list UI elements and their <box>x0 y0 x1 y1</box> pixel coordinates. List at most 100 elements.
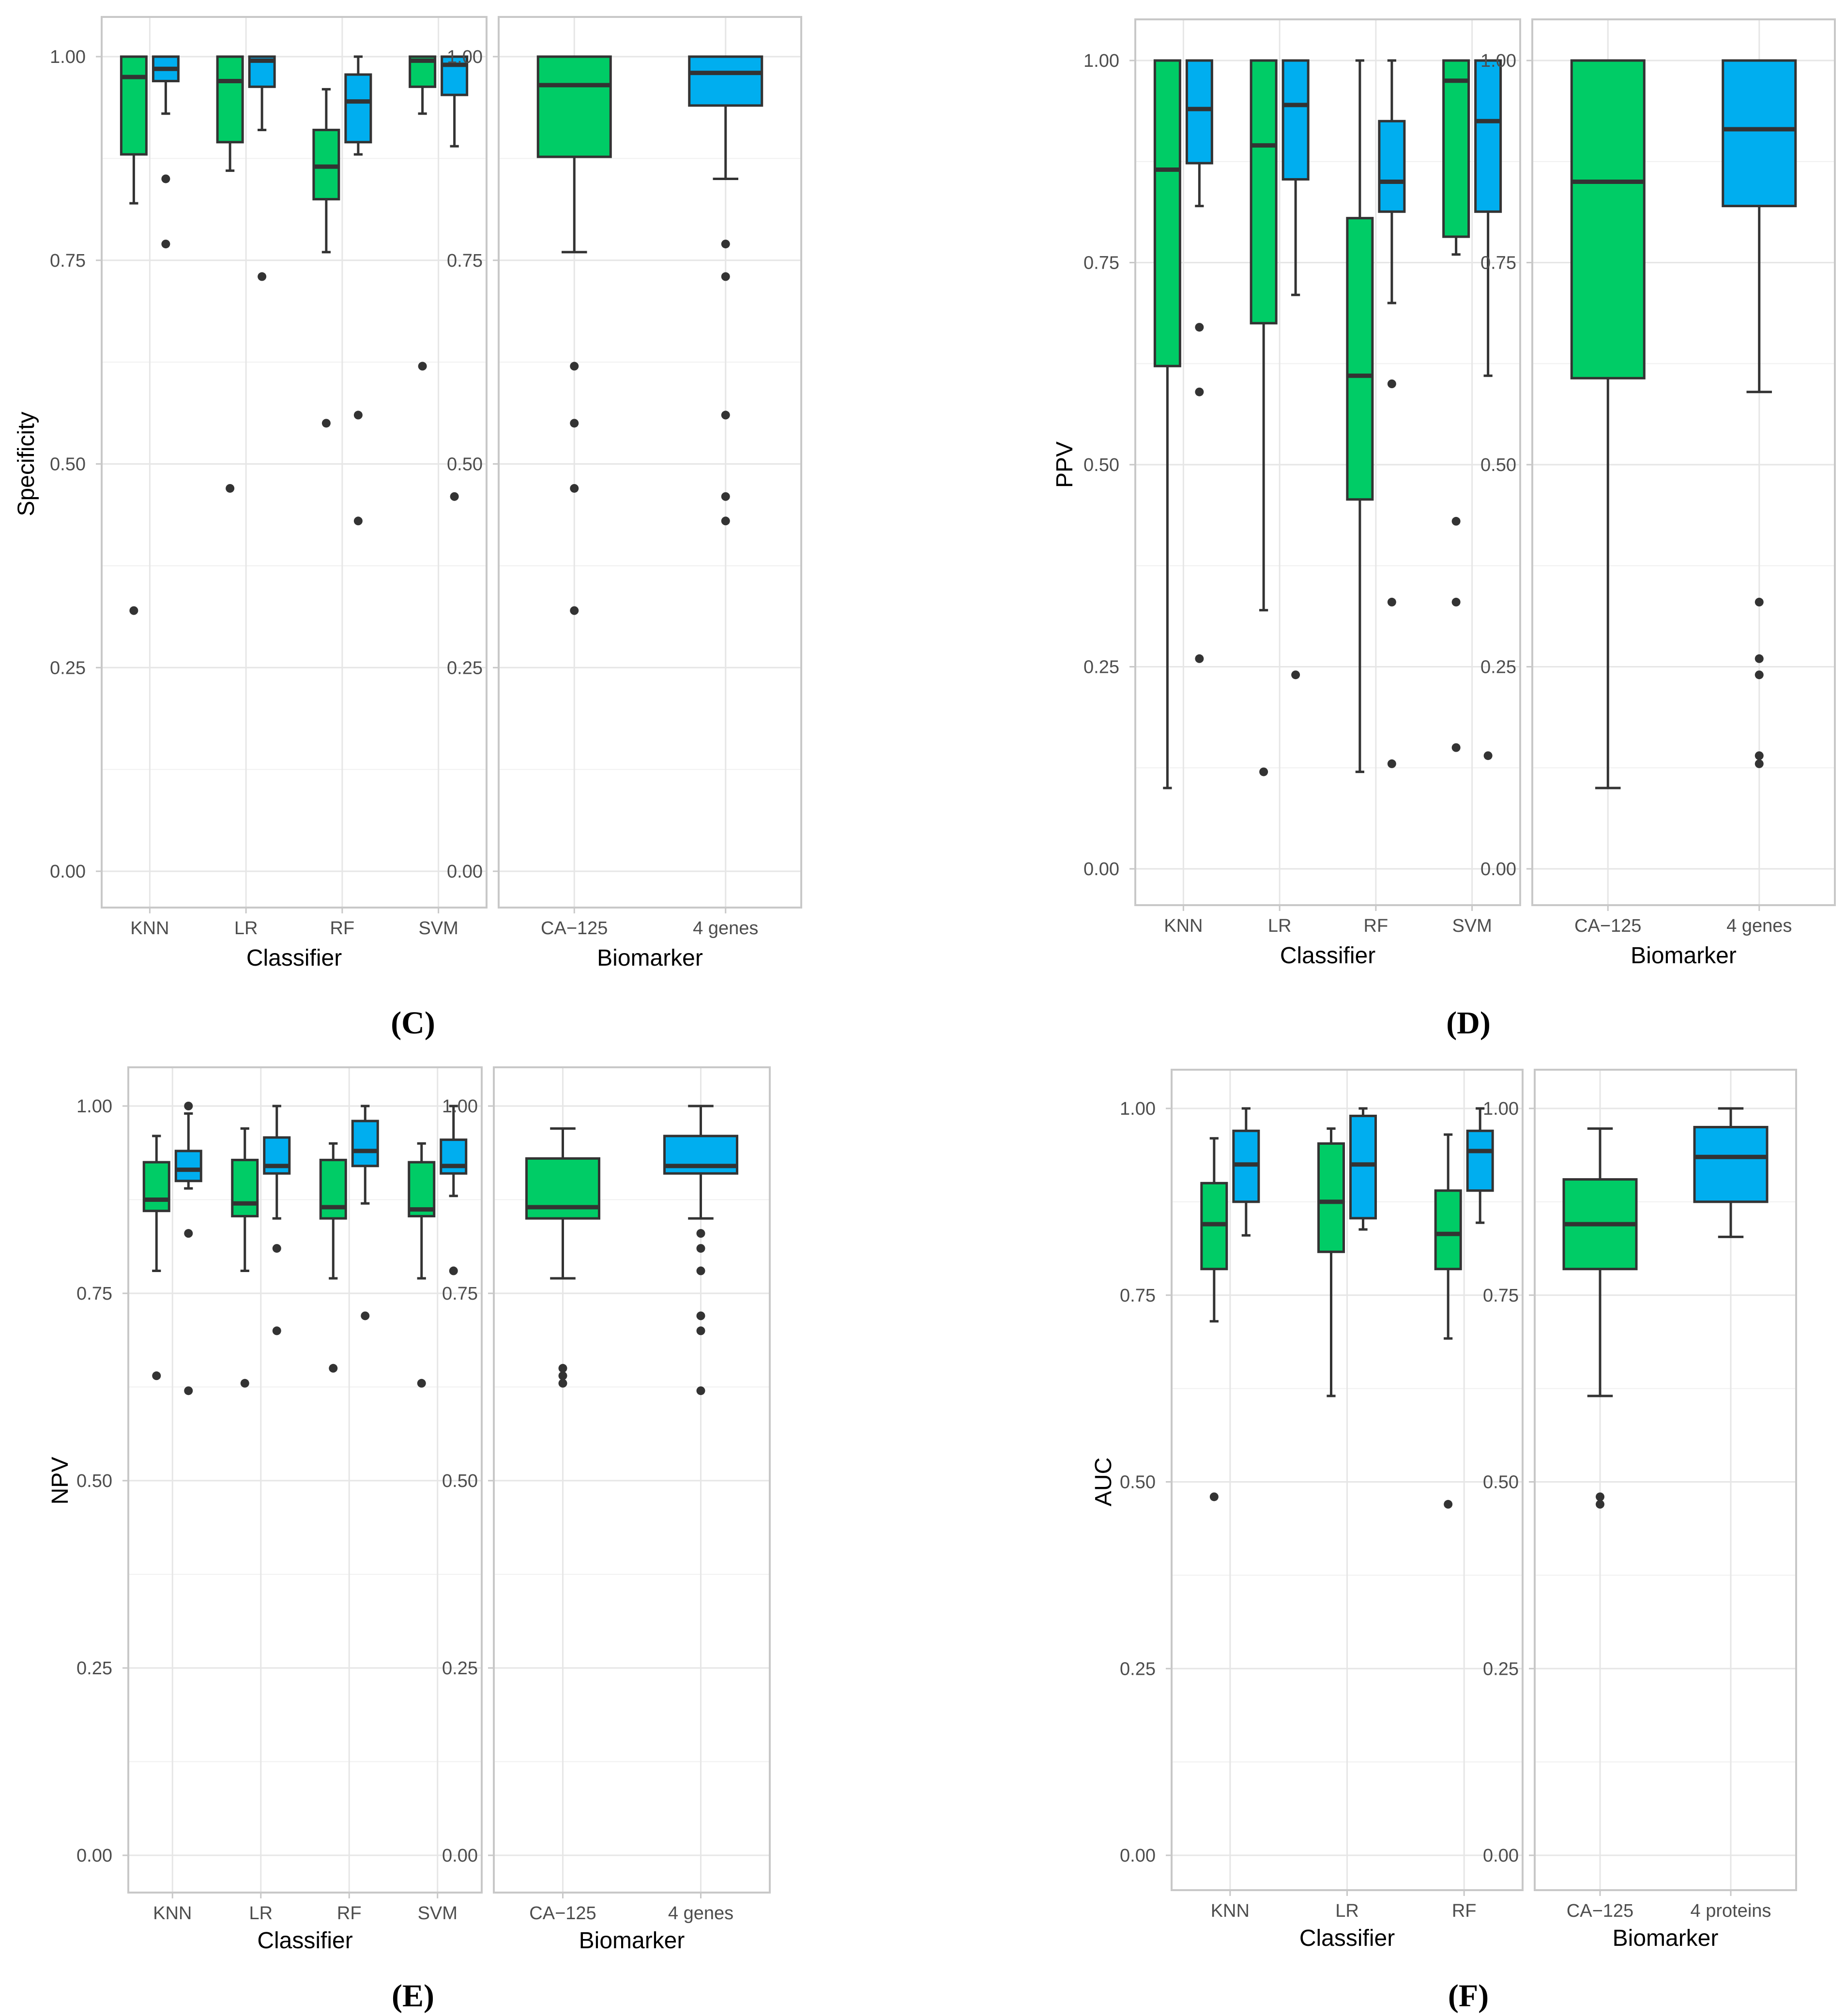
outlier-point <box>558 1379 567 1388</box>
box-knn-green <box>1200 1137 1228 1501</box>
outlier-point <box>353 516 363 526</box>
outlier-point <box>558 1371 567 1380</box>
y-tick-label: 1.00 <box>447 47 483 67</box>
outlier-point <box>696 1266 705 1275</box>
x-axis-title: Biomarker <box>1613 1925 1719 1951</box>
box-svm-green <box>1442 59 1470 752</box>
x-tick-label: KNN <box>153 1903 192 1924</box>
outlier-point <box>450 492 459 501</box>
y-tick-label: 0.25 <box>50 658 86 678</box>
panel-border <box>498 16 802 909</box>
outlier-point <box>129 606 138 615</box>
panel-border <box>101 16 488 909</box>
outlier-point <box>696 1244 705 1253</box>
outlier-point <box>570 419 579 428</box>
iqr-box <box>231 1158 259 1218</box>
x-tick-label: SVM <box>418 918 458 939</box>
x-axis-title: Classifier <box>1280 943 1375 969</box>
outlier-point <box>1483 751 1493 760</box>
y-axis-title: Specificity <box>14 411 39 516</box>
box-knn-green <box>120 55 148 615</box>
y-axis-title: PPV <box>1052 441 1078 488</box>
y-tick-label: 0.50 <box>1120 1472 1156 1493</box>
outlier-point <box>1754 751 1764 760</box>
outlier-point <box>1451 516 1461 526</box>
box-knn-blue <box>174 1102 202 1395</box>
box-knn-blue <box>152 55 180 249</box>
x-tick-label: CA−125 <box>1574 916 1641 936</box>
outlier-point <box>240 1379 249 1388</box>
iqr-box <box>174 1150 202 1182</box>
x-tick-label: 4 genes <box>1726 916 1792 936</box>
panel-d-classifier: 0.00 0.25 0.50 0.75 1.00 KNN LR RF SVM Classifier… <box>1052 18 1521 969</box>
box-svm-blue <box>1474 59 1502 760</box>
y-tick-label: 0.25 <box>1083 657 1119 678</box>
x-tick-label: RF <box>1452 1901 1477 1921</box>
y-tick-label: 1.00 <box>442 1096 478 1117</box>
box-lr-green <box>1317 1127 1345 1397</box>
y-tick-label: 0.50 <box>76 1471 112 1491</box>
iqr-box <box>1434 1189 1462 1271</box>
iqr-box <box>1378 120 1406 213</box>
x-tick-label: SVM <box>1452 916 1492 936</box>
outlier-point <box>696 1229 705 1238</box>
box-lr-green <box>1250 59 1278 776</box>
x-tick-label: 4 proteins <box>1691 1901 1771 1921</box>
outlier-point <box>1209 1492 1219 1501</box>
x-tick-label: KNN <box>1211 1901 1250 1921</box>
outlier-point <box>184 1102 193 1110</box>
y-tick-label: 0.00 <box>76 1846 112 1866</box>
box-rf-green <box>1434 1133 1462 1509</box>
panel-border <box>1531 18 1836 906</box>
box-lr-green <box>231 1127 259 1388</box>
outlier-point <box>1195 654 1204 663</box>
iqr-box <box>120 55 148 156</box>
iqr-box <box>1474 59 1502 213</box>
panel-c-classifier: 0.00 0.25 0.50 0.75 1.00 KNN LR RF SVM Classifier… <box>14 16 488 971</box>
x-tick-label: LR <box>1268 916 1292 936</box>
outlier-point <box>1451 597 1461 606</box>
y-tick-label: 1.00 <box>1480 51 1516 71</box>
outlier-point <box>1451 743 1461 752</box>
iqr-box <box>1722 59 1797 208</box>
panel-border <box>127 1066 483 1894</box>
y-tick-label: 0.00 <box>1120 1846 1156 1866</box>
outlier-point <box>570 606 579 615</box>
outlier-point <box>272 1326 281 1335</box>
y-tick-label: 0.75 <box>76 1284 112 1304</box>
outlier-point <box>721 410 730 420</box>
iqr-box <box>351 1120 379 1167</box>
outlier-point <box>570 484 579 493</box>
outlier-point <box>1754 597 1764 606</box>
box-knn-blue <box>1185 59 1213 663</box>
y-tick-label: 0.50 <box>50 455 86 475</box>
y-tick-label: 0.50 <box>1480 455 1516 475</box>
box-ca-125-green <box>1570 59 1646 789</box>
panel-border <box>493 1066 771 1894</box>
iqr-box <box>408 1161 436 1218</box>
outlier-point <box>161 240 170 249</box>
outlier-point <box>361 1311 370 1320</box>
y-tick-label: 0.75 <box>442 1284 478 1304</box>
y-tick-label: 0.75 <box>447 251 483 271</box>
outlier-point <box>272 1244 281 1253</box>
outlier-point <box>1387 379 1396 388</box>
x-axis-title: Classifier <box>257 1928 352 1954</box>
iqr-box <box>216 55 244 144</box>
x-tick-label: RF <box>337 1903 362 1924</box>
box-knn-green <box>1153 59 1181 789</box>
outlier-point <box>696 1311 705 1320</box>
y-tick-label: 0.25 <box>447 658 483 678</box>
box-rf-blue <box>1378 59 1406 768</box>
box-rf-green <box>1346 59 1374 773</box>
x-tick-label: 4 genes <box>668 1903 733 1924</box>
iqr-box <box>1466 1129 1494 1192</box>
panel-border <box>1171 1069 1524 1891</box>
outlier-point <box>696 1326 705 1335</box>
outlier-point <box>353 410 363 420</box>
y-tick-label: 0.25 <box>442 1658 478 1679</box>
x-tick-label: KNN <box>130 918 169 939</box>
box-lr-blue <box>1282 59 1310 680</box>
panel-f-biomarker: 0.00 0.25 0.50 0.75 1.00 CA−125 4 proteins Biom… <box>1483 1069 1797 1951</box>
